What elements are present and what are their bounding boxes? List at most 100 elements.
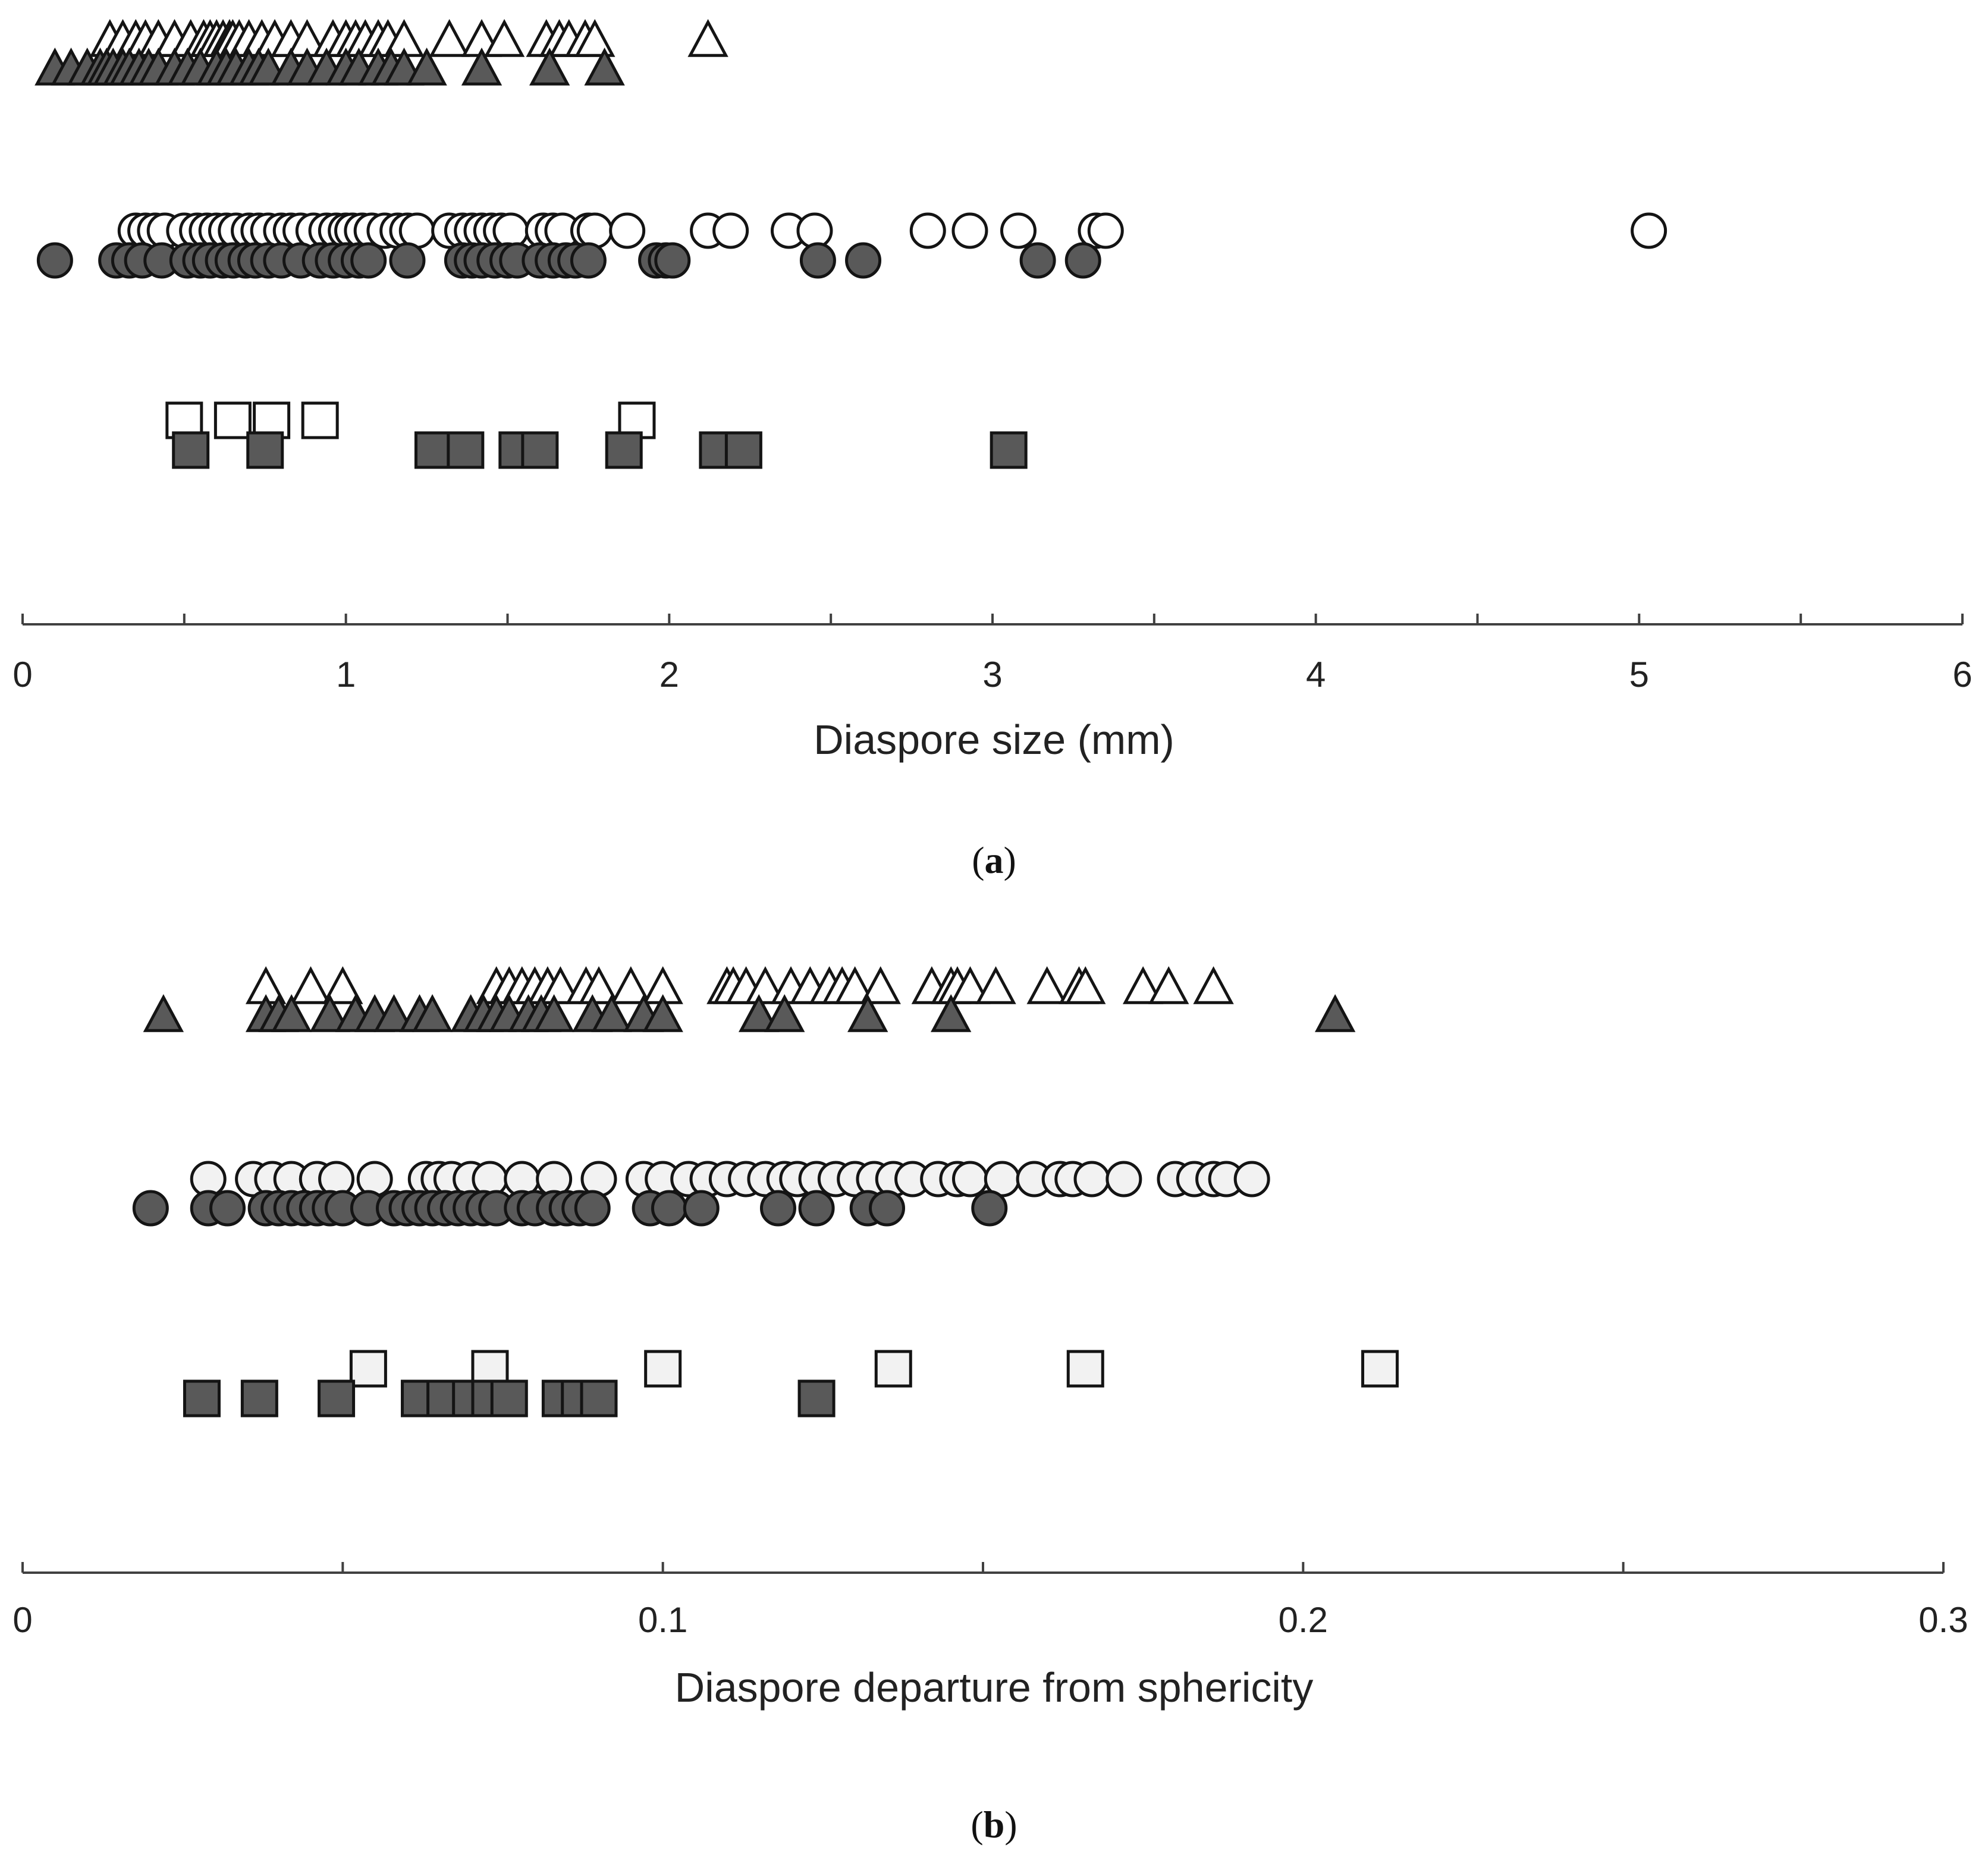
panel-a-x-tick-label: 6	[1952, 655, 1972, 694]
panel-a-triangle-filled-point	[461, 47, 503, 86]
panel-b-chart: 0 0.1 0.2 0.3 Diaspore departure from spheri…	[12, 966, 1968, 1846]
panel-b-triangle-open-point	[290, 966, 331, 1004]
panel-b-triangle-filled-point	[373, 994, 414, 1032]
panel-a-circle-open-point	[712, 212, 749, 249]
panel-b-triangle-filled-point	[738, 994, 780, 1032]
panel-a-x-tick-label: 3	[982, 655, 1002, 694]
panel-b-circle-open-point	[1073, 1161, 1110, 1197]
panel-b-square-open-point	[1361, 1350, 1399, 1388]
panel-a-square-filled-point	[172, 431, 210, 469]
panel-b-triangle-filled-point	[533, 994, 574, 1032]
panel-a-circle-filled-point	[1064, 242, 1101, 279]
panel-b-triangle-filled-point	[764, 994, 805, 1032]
panel-b-circle-open-point	[580, 1161, 617, 1197]
panel-a-circle-filled-point	[1019, 242, 1056, 279]
panel-a-triangle-filled-point	[584, 47, 625, 86]
panel-b-circle-open-point	[1233, 1161, 1270, 1197]
panel-a-x-tick-label: 0	[12, 655, 32, 694]
panel-a-circle-filled-point	[389, 242, 426, 279]
panel-b-x-tick-label: 0.2	[1279, 1600, 1328, 1640]
panel-b-triangle-open-point	[610, 966, 652, 1004]
panel-b-circle-open-point	[1106, 1161, 1142, 1197]
panel-a-triangle-filled-point	[406, 47, 447, 86]
panel-a-square-filled-point	[605, 431, 643, 469]
panel-a-square-filled-point	[414, 431, 452, 469]
panel-a-series-triangle-filled	[34, 47, 625, 86]
panel-a-series-square-filled	[172, 431, 1028, 469]
panel-b-triangle-open-point	[1148, 966, 1189, 1004]
panel-b-series-square-filled	[183, 1379, 836, 1417]
panel-b-square-filled-point	[183, 1379, 221, 1417]
panel-b-triangle-filled-point	[642, 994, 683, 1032]
panel-a-circle-open-point	[951, 212, 988, 249]
panel-a-circle-open-point	[1000, 212, 1037, 249]
panel-b-x-tick-label: 0.3	[1918, 1600, 1968, 1640]
panel-b-square-filled-point	[490, 1379, 528, 1417]
panel-b-label: (b)	[971, 1803, 1017, 1846]
panel-a-circle-filled-point	[845, 242, 882, 279]
panel-b-x-tick-label: 0	[12, 1600, 32, 1640]
panel-b-circle-filled-point	[971, 1190, 1008, 1227]
panel-a-x-tick-label: 5	[1629, 655, 1649, 694]
panel-b-triangle-filled-point	[143, 994, 184, 1032]
panel-b-triangle-open-point	[578, 966, 620, 1004]
panel-a-square-filled-point	[990, 431, 1028, 469]
panel-b-triangle-open-point	[860, 966, 901, 1004]
panel-a-chart: 0 1 2 3 4 5 6 Diaspore size (mm) (a)	[12, 18, 1973, 881]
panel-b-square-filled-point	[580, 1379, 618, 1417]
panel-b-x-tick-label: 0.1	[638, 1600, 687, 1640]
panel-a-triangle-open-point	[574, 18, 615, 57]
panel-b-triangle-open-point	[950, 966, 991, 1004]
panel-a-label: (a)	[972, 839, 1016, 881]
panel-a-square-filled-point	[447, 431, 485, 469]
panel-a-circle-filled-point	[36, 242, 73, 279]
panel-a-square-open-point	[213, 401, 252, 439]
panel-b-circle-open-point	[951, 1161, 988, 1197]
panel-a-square-filled-point	[246, 431, 284, 469]
panel-b-circle-open-point	[472, 1161, 508, 1197]
panel-a-series-square-open	[165, 401, 656, 439]
panel-b-circle-filled-point	[651, 1190, 687, 1227]
panel-b-series-square-open	[349, 1350, 1399, 1388]
panel-a-series-circle-filled	[36, 242, 1101, 279]
panel-a-x-tick-label: 4	[1306, 655, 1326, 694]
panel-a-circle-filled-point	[799, 242, 836, 279]
panel-b-triangle-open-point	[540, 966, 581, 1004]
panel-a-triangle-filled-point	[529, 47, 570, 86]
panel-a-circle-filled-point	[570, 242, 607, 279]
panel-a-circle-open-point	[398, 212, 435, 249]
panel-a-triangle-open-point	[483, 18, 525, 57]
panel-a-series-circle-open	[117, 212, 1667, 249]
panel-b-circle-filled-point	[759, 1190, 796, 1227]
panel-b-triangle-filled-point	[847, 994, 888, 1032]
panel-b-circle-filled-point	[132, 1190, 169, 1227]
panel-b-triangle-open-point	[1122, 966, 1164, 1004]
panel-b-triangle-open-point	[745, 966, 786, 1004]
panel-b-triangle-open-point	[834, 966, 875, 1004]
panel-b-circle-filled-point	[683, 1190, 720, 1227]
panel-b-triangle-open-point	[975, 966, 1016, 1004]
panel-b-triangle-open-point	[1065, 966, 1106, 1004]
panel-b-square-filled-point	[240, 1379, 278, 1417]
panel-b-square-filled-point	[797, 1379, 836, 1417]
panel-b-square-open-point	[1066, 1350, 1104, 1388]
panel-b-triangle-filled-point	[412, 994, 453, 1032]
panel-b-circle-filled-point	[798, 1190, 835, 1227]
panel-a-circle-filled-point	[654, 242, 691, 279]
panel-a-triangle-open-point	[429, 18, 470, 57]
panel-b-triangle-filled-point	[309, 994, 350, 1032]
panel-a-x-axis-title: Diaspore size (mm)	[814, 716, 1174, 763]
panel-b-square-open-point	[349, 1350, 387, 1388]
panel-b-circle-open-point	[356, 1161, 393, 1197]
panel-a-circle-open-point	[1087, 212, 1124, 249]
panel-a-circle-open-point	[909, 212, 946, 249]
panel-b-triangle-open-point	[1193, 966, 1234, 1004]
panel-b-square-open-point	[644, 1350, 682, 1388]
panel-a-circle-open-point	[1631, 212, 1667, 249]
panel-b-triangle-filled-point	[591, 994, 632, 1032]
panel-a-triangle-open-point	[687, 18, 728, 57]
panel-b-circle-open-point	[318, 1161, 355, 1197]
panel-b-circle-filled-point	[869, 1190, 905, 1227]
panel-a-circle-open-point	[796, 212, 833, 249]
